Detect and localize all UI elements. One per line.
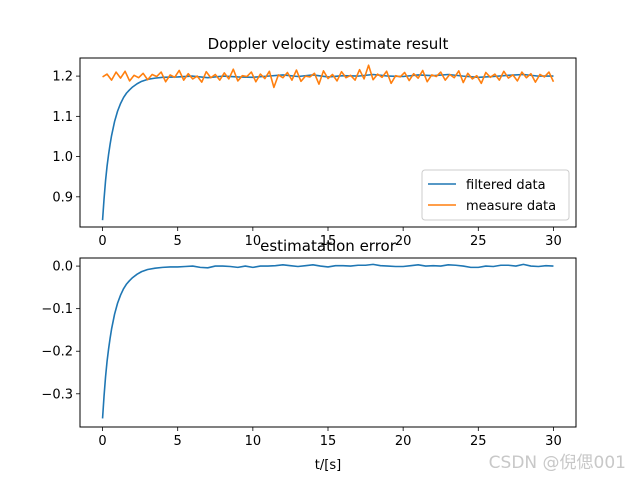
top-series-measure-data — [102, 64, 555, 89]
bottom-xtick-label: 15 — [320, 434, 337, 449]
top-ytick-label: 1.0 — [52, 150, 73, 165]
top-xtick-label: 20 — [395, 234, 412, 249]
bottom-xtick-label: 25 — [470, 434, 487, 449]
bottom-xtick-label: 20 — [395, 434, 412, 449]
top-xtick-label: 5 — [174, 234, 182, 249]
bottom-xtick-label: 10 — [245, 434, 262, 449]
top-xtick-label: 0 — [98, 234, 106, 249]
bottom-ytick-label: 0.0 — [52, 260, 73, 275]
bottom-xtick-label: 0 — [98, 434, 106, 449]
bottom-series-estimation-error — [101, 263, 554, 419]
legend-label-measure: measure data — [466, 199, 556, 214]
top-ytick-label: 1.1 — [52, 110, 73, 125]
bottom-ytick-label: −0.2 — [41, 345, 73, 360]
top-ytick-label: 1.2 — [52, 70, 73, 85]
watermark: CSDN @倪偲001 — [489, 453, 626, 473]
bottom-subplot: 0 5 10 15 20 25 30 −0.3 −0.2 −0.1 0.0 estimatation… — [41, 237, 577, 473]
legend-box — [421, 169, 570, 221]
bottom-series-lines — [101, 263, 554, 419]
top-chart-title: Doppler velocity estimate result — [208, 35, 449, 53]
legend-label-filtered: filtered data — [466, 178, 546, 193]
bottom-chart-title: estimatation error — [260, 237, 397, 255]
top-xtick-label: 30 — [545, 234, 562, 249]
bottom-ytick-label: −0.1 — [41, 302, 73, 317]
bottom-xtick-label: 5 — [174, 434, 182, 449]
bottom-axis-ticks: 0 5 10 15 20 25 30 −0.3 −0.2 −0.1 0.0 — [41, 260, 561, 449]
top-ytick-label: 0.9 — [52, 190, 73, 205]
top-xtick-label: 25 — [470, 234, 487, 249]
top-axis-ticks: 0 5 10 15 20 25 30 0.9 1.0 1.1 1.2 — [52, 70, 561, 249]
top-series-lines — [101, 64, 555, 221]
bottom-xtick-label: 30 — [545, 434, 562, 449]
bottom-axes-frame — [79, 257, 577, 428]
top-xtick-label: 15 — [320, 234, 337, 249]
top-axes-frame — [79, 57, 577, 228]
legend: filtered data measure data — [421, 169, 570, 221]
top-xtick-label: 10 — [245, 234, 262, 249]
bottom-x-axis-label: t/[s] — [315, 458, 341, 473]
top-subplot: Doppler velocity estimate result 0 5 10 15 2… — [52, 35, 577, 249]
bottom-ytick-label: −0.3 — [41, 387, 73, 402]
